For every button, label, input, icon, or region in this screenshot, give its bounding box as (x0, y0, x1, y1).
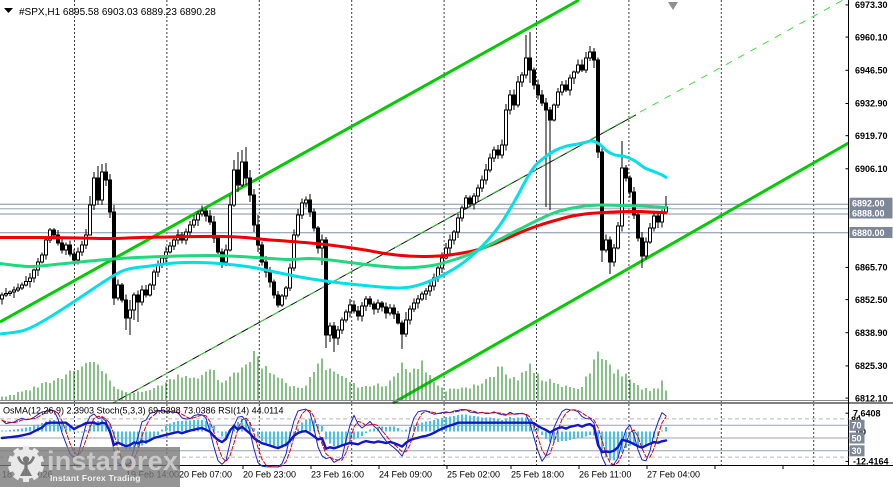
svg-text:6973.30: 6973.30 (855, 0, 888, 10)
svg-text:6888.00: 6888.00 (852, 208, 885, 218)
svg-text:6852.50: 6852.50 (855, 295, 888, 305)
svg-text:Instant Forex Trading: Instant Forex Trading (50, 473, 141, 483)
svg-text:7,6408: 7,6408 (853, 408, 881, 418)
svg-text:6838.90: 6838.90 (855, 328, 888, 338)
svg-text:6865.70: 6865.70 (855, 263, 888, 273)
svg-text:instaforex: instaforex (47, 446, 178, 476)
svg-text:6919.70: 6919.70 (855, 131, 888, 141)
svg-text:6892.00: 6892.00 (852, 199, 885, 209)
svg-text:25 Feb 02:00: 25 Feb 02:00 (447, 470, 500, 480)
svg-text:6812.10: 6812.10 (855, 393, 888, 403)
svg-text:6946.50: 6946.50 (855, 66, 888, 76)
svg-text:6906.10: 6906.10 (855, 164, 888, 174)
svg-text:-12.4164: -12.4164 (853, 457, 889, 467)
svg-text:00: 00 (856, 427, 866, 437)
svg-text:6825.30: 6825.30 (855, 361, 888, 371)
svg-text:6960.10: 6960.10 (855, 32, 888, 42)
svg-text:24 Feb 09:00: 24 Feb 09:00 (379, 470, 432, 480)
svg-text:23 Feb 16:00: 23 Feb 16:00 (311, 470, 364, 480)
svg-text:#SPX,H1 6895.58 6903.03 6889.: #SPX,H1 6895.58 6903.03 6889.23 6890.28 (19, 7, 216, 18)
svg-text:20 Feb 23:00: 20 Feb 23:00 (243, 470, 296, 480)
svg-text:20 Feb 07:00: 20 Feb 07:00 (179, 470, 232, 480)
svg-text:27 Feb 04:00: 27 Feb 04:00 (647, 470, 700, 480)
svg-text:25 Feb 18:00: 25 Feb 18:00 (511, 470, 564, 480)
svg-text:30: 30 (852, 446, 862, 456)
svg-text:OsMA(12,26,9) 2.3903 Stoch(5,: OsMA(12,26,9) 2.3903 Stoch(5,3,3) 69.539… (3, 406, 284, 416)
svg-text:50: 50 (852, 433, 862, 443)
svg-text:6932.90: 6932.90 (855, 99, 888, 109)
svg-text:26 Feb 11:00: 26 Feb 11:00 (579, 470, 631, 480)
svg-text:70: 70 (852, 421, 862, 431)
svg-text:6880.00: 6880.00 (852, 228, 885, 238)
